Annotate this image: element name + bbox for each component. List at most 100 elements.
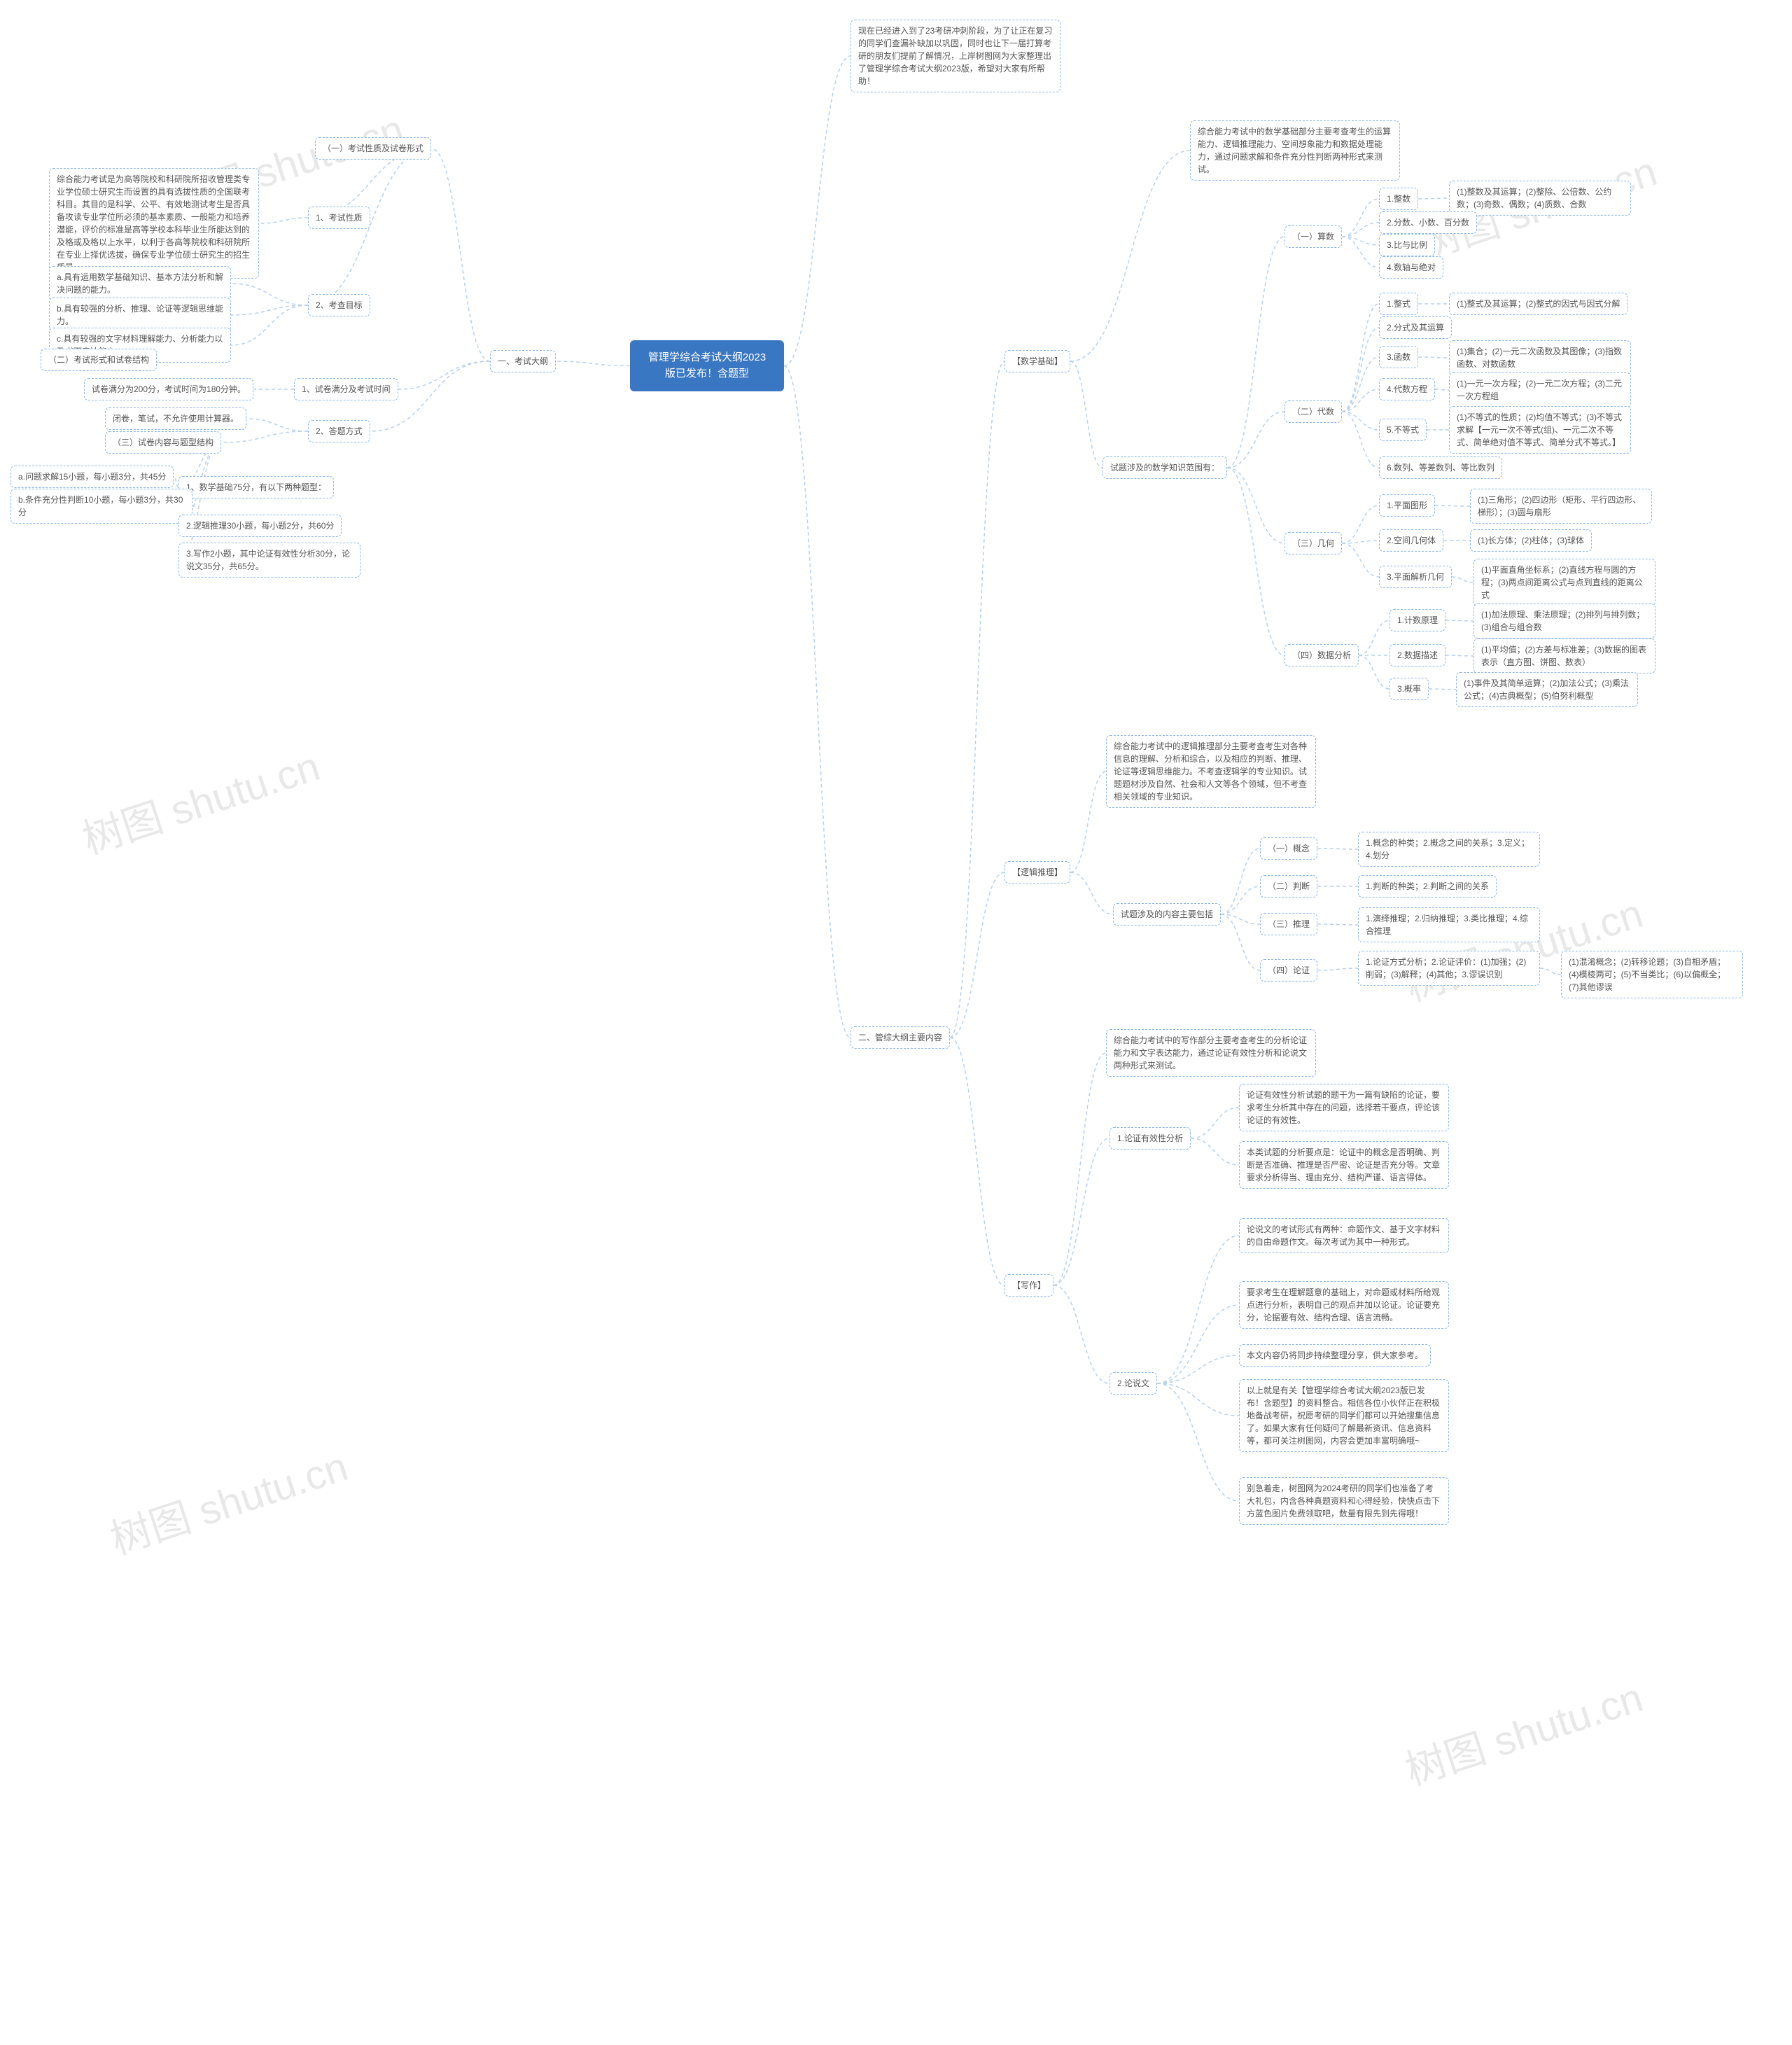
edge bbox=[1070, 872, 1113, 914]
edge bbox=[556, 361, 630, 366]
node-s1c2b: （三）试卷内容与题型结构 bbox=[105, 431, 221, 454]
node-m2_6: 6.数列、等差数列、等比数列 bbox=[1379, 456, 1502, 479]
node-s1c2: 2、答题方式 bbox=[308, 420, 370, 442]
node-math: 【数学基础】 bbox=[1004, 350, 1070, 372]
node-s1d1a: a.问题求解15小题，每小题3分，共45分 bbox=[10, 466, 174, 488]
node-logic_i: 综合能力考试中的逻辑推理部分主要考查考生对各种信息的理解、分析和综合，以及相应的… bbox=[1106, 735, 1316, 808]
node-logic_s: 试题涉及的内容主要包括 bbox=[1113, 903, 1221, 926]
node-m2_5: 5.不等式 bbox=[1379, 419, 1427, 441]
edge bbox=[1342, 389, 1379, 412]
node-w1a: 论证有效性分析试题的题干为一篇有缺陷的论证，要求考生分析其中存在的问题，选择若干… bbox=[1239, 1084, 1449, 1131]
edge bbox=[1342, 540, 1379, 543]
edge bbox=[1054, 1053, 1106, 1285]
node-s1d2: 2.逻辑推理30小题，每小题2分，共60分 bbox=[178, 515, 342, 537]
node-m4_1d: (1)加法原理、乘法原理；(2)排列与排列数；(3)组合与组合数 bbox=[1474, 603, 1656, 638]
node-m3_2d: (1)长方体；(2)柱体；(3)球体 bbox=[1470, 529, 1592, 552]
node-m2_3d: (1)集合；(2)一元二次函数及其图像；(3)指数函数、对数函数 bbox=[1449, 340, 1631, 375]
node-m3: （三）几何 bbox=[1284, 532, 1342, 554]
edge bbox=[431, 148, 490, 361]
node-s1a: （一）考试性质及试卷形式 bbox=[315, 137, 431, 160]
node-m1_3: 3.比与比例 bbox=[1379, 234, 1435, 256]
node-math_i: 综合能力考试中的数学基础部分主要考查考生的运算能力、逻辑推理能力、空间想象能力和… bbox=[1190, 120, 1400, 181]
edge bbox=[1342, 223, 1379, 237]
node-m3_3d: (1)平面直角坐标系；(2)直线方程与圆的方程；(3)两点间距离公式与点到直线的… bbox=[1474, 559, 1656, 606]
node-m1_1d: (1)整数及其运算；(2)整除、公倍数、公约数；(3)奇数、偶数；(4)质数、合… bbox=[1449, 181, 1631, 216]
edge bbox=[1070, 361, 1102, 468]
node-m4_1: 1.计数原理 bbox=[1390, 609, 1446, 631]
node-m4_2: 2.数据描述 bbox=[1390, 644, 1446, 666]
watermark: 树图 shutu.cn bbox=[102, 1434, 354, 1565]
edge bbox=[1429, 689, 1456, 690]
node-m4_3d: (1)事件及其简单运算；(2)加法公式；(3)乘法公式；(4)古典概型；(5)伯… bbox=[1456, 672, 1638, 707]
edge bbox=[1342, 543, 1379, 577]
node-m1: （一）算数 bbox=[1284, 225, 1342, 248]
edge bbox=[1342, 328, 1379, 412]
node-w1b: 本类试题的分析要点是：论证中的概念是否明确、判断是否准确、推理是否严密、论证是否… bbox=[1239, 1141, 1449, 1189]
watermark: 树图 shutu.cn bbox=[74, 734, 326, 865]
node-m4_3: 3.概率 bbox=[1390, 678, 1429, 700]
node-s1: 一、考试大纲 bbox=[490, 350, 556, 372]
edge bbox=[1054, 1285, 1110, 1383]
edge bbox=[1342, 412, 1379, 468]
node-intro: 现在已经进入到了23考研冲刺阶段，为了让正在复习的同学们查漏补缺加以巩固，同时也… bbox=[850, 20, 1060, 92]
edge bbox=[1359, 620, 1390, 655]
edge bbox=[1418, 198, 1449, 199]
edge bbox=[950, 361, 1004, 1038]
node-s1a1: 1、考试性质 bbox=[308, 207, 370, 229]
node-write: 【写作】 bbox=[1004, 1274, 1054, 1297]
edge bbox=[1342, 357, 1379, 412]
node-m2_2: 2.分式及其运算 bbox=[1379, 316, 1452, 339]
node-s1c1: 1、试卷满分及考试时间 bbox=[294, 378, 398, 400]
edge bbox=[1446, 655, 1474, 656]
edge bbox=[1221, 886, 1260, 914]
edge bbox=[1157, 1236, 1239, 1383]
node-m2_1d: (1)整式及其运算；(2)整式的因式与因式分解 bbox=[1449, 293, 1628, 315]
node-m4_2d: (1)平均值；(2)方差与标准差；(3)数据的图表表示（直方图、饼图、数表） bbox=[1474, 638, 1656, 673]
node-m2_1: 1.整式 bbox=[1379, 293, 1418, 315]
node-s1c1d: 试卷满分为200分，考试时间为180分钟。 bbox=[84, 378, 253, 400]
watermark: 树图 shutu.cn bbox=[1397, 1665, 1649, 1796]
edge bbox=[1070, 772, 1106, 872]
edge bbox=[1342, 505, 1379, 543]
node-m2_3: 3.函数 bbox=[1379, 346, 1418, 368]
edge bbox=[1191, 1108, 1239, 1138]
node-l4a: 1.论证方式分析；2.论证评价：(1)加强；(2)削弱；(3)解释；(4)其他；… bbox=[1358, 951, 1540, 986]
node-m3_3: 3.平面解析几何 bbox=[1379, 566, 1452, 588]
node-s1c2a: 闭卷，笔试，不允许使用计算器。 bbox=[105, 407, 246, 430]
edge bbox=[1342, 304, 1379, 412]
edge bbox=[1221, 914, 1260, 970]
edge bbox=[1452, 577, 1474, 582]
node-s1a2: 2、考查目标 bbox=[308, 294, 370, 316]
edge bbox=[784, 366, 850, 1038]
node-write_i: 综合能力考试中的写作部分主要考查考生的分析论证能力和文字表达能力，通过论证有效性… bbox=[1106, 1029, 1316, 1077]
node-s1a2a: a.具有运用数学基础知识、基本方法分析和解决问题的能力。 bbox=[49, 266, 231, 301]
node-root: 管理学综合考试大纲2023版已发布！含题型 bbox=[630, 340, 784, 391]
edge bbox=[246, 419, 308, 431]
node-math_s: 试题涉及的数学知识范围有： bbox=[1102, 456, 1227, 479]
node-w2d: 以上就是有关【管理学综合考试大纲2023版已发布！含题型】的资料整合。相信各位小… bbox=[1239, 1379, 1449, 1452]
node-m2_5d: (1)不等式的性质；(2)均值不等式；(3)不等式求解【一元一次不等式(组)、一… bbox=[1449, 406, 1631, 454]
node-m2: （二）代数 bbox=[1284, 400, 1342, 423]
edge bbox=[1157, 1383, 1239, 1501]
edge bbox=[1359, 655, 1390, 689]
edge bbox=[1317, 924, 1358, 925]
edge bbox=[1227, 468, 1284, 543]
node-l4b: (1)混淆概念；(2)转移论题；(3)自相矛盾；(4)模棱两可；(5)不当类比；… bbox=[1561, 951, 1743, 998]
node-s1b: （二）考试形式和试卷结构 bbox=[41, 349, 157, 371]
node-m1_1: 1.整数 bbox=[1379, 188, 1418, 210]
node-s1d3: 3.写作2小题，其中论证有效性分析30分，论说文35分，共65分。 bbox=[178, 543, 360, 578]
edge bbox=[1418, 357, 1449, 358]
edge bbox=[1227, 468, 1284, 655]
node-m2_4: 4.代数方程 bbox=[1379, 378, 1435, 400]
edge bbox=[1317, 968, 1358, 970]
edge bbox=[398, 361, 490, 389]
edge bbox=[1342, 199, 1379, 237]
edge bbox=[1342, 412, 1379, 430]
edge bbox=[950, 1038, 1004, 1285]
edge bbox=[1054, 1138, 1110, 1285]
edge bbox=[1221, 849, 1260, 914]
node-l4: （四）论证 bbox=[1260, 959, 1317, 982]
edge bbox=[784, 56, 850, 366]
node-l3d: 1.演绎推理；2.归纳推理；3.类比推理；4.综合推理 bbox=[1358, 907, 1540, 942]
edge bbox=[1342, 237, 1379, 245]
